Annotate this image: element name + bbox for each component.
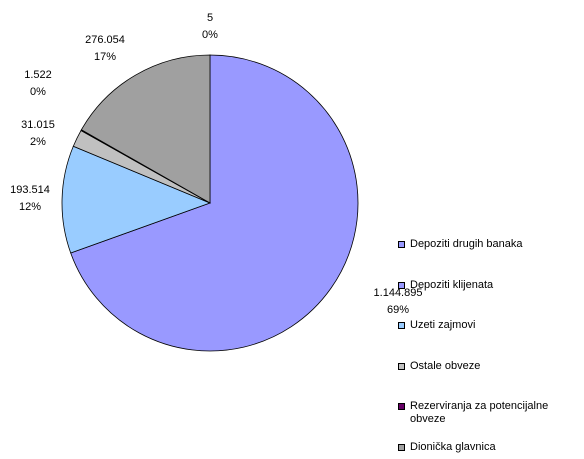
data-label: 1.144.895: [374, 287, 423, 299]
data-label: 1.522: [24, 69, 52, 81]
pie-slice: [61, 145, 212, 254]
legend-item: Uzeti zajmovi: [398, 319, 578, 360]
data-label-percent: 2%: [30, 136, 46, 148]
data-label: 31.015: [21, 119, 55, 131]
legend-label: Dionička glavnica: [410, 440, 496, 453]
pie-slice: [80, 54, 211, 204]
legend: Depoziti drugih banaka Depoziti klijenata…: [398, 238, 578, 459]
data-label: 5: [207, 12, 213, 24]
legend-label: Uzeti zajmovi: [410, 319, 476, 331]
legend-label: Rezerviranja za potencijalne obveze: [410, 400, 549, 425]
data-label-percent: 0%: [202, 29, 218, 41]
pie-slice: [70, 54, 359, 352]
legend-swatch: [398, 403, 405, 410]
legend-item: Rezerviranja za potencijalne obveze: [398, 400, 578, 441]
data-label-percent: 17%: [94, 51, 116, 63]
legend-item: Depoziti klijenata: [398, 279, 578, 320]
data-label-percent: 12%: [19, 201, 41, 213]
legend-item: Ostale obveze: [398, 360, 578, 401]
legend-item: Depoziti drugih banaka: [398, 238, 578, 279]
data-label: 276.054: [85, 34, 125, 46]
legend-swatch: [398, 322, 405, 329]
legend-label: Ostale obveze: [410, 359, 481, 372]
legend-swatch: [398, 241, 405, 248]
data-label-percent: 0%: [30, 86, 46, 98]
data-label-percent: 69%: [387, 304, 409, 316]
legend-label: Depoziti drugih banaka: [410, 238, 523, 250]
legend-swatch: [398, 443, 405, 451]
legend-item: Dionička glavnica: [398, 441, 578, 459]
data-label: 193.514: [10, 184, 50, 196]
legend-label: Depoziti klijenata: [410, 278, 494, 291]
legend-swatch: [398, 362, 405, 370]
legend-swatch: [398, 281, 405, 289]
